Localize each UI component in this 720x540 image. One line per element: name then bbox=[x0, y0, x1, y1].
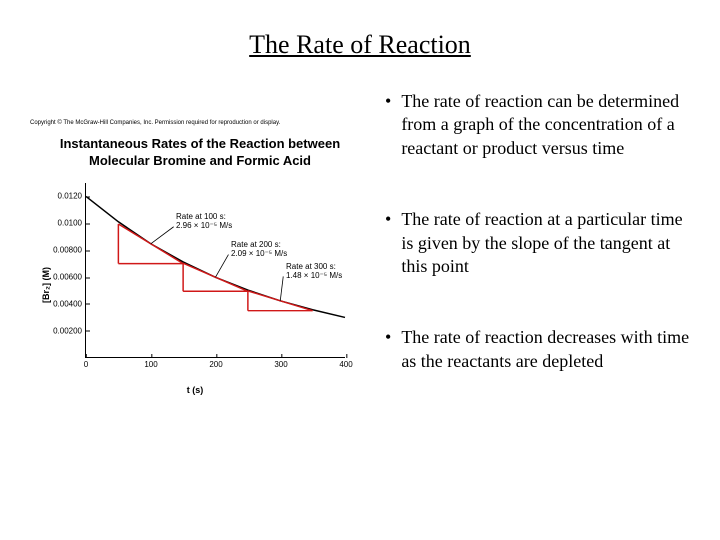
rate-annotation: Rate at 300 s:1.48 × 10⁻⁵ M/s bbox=[286, 263, 342, 281]
y-axis-label: [Br₂] (M) bbox=[41, 267, 51, 303]
page-title: The Rate of Reaction bbox=[30, 30, 690, 60]
rate-annotation: Rate at 100 s:2.96 × 10⁻⁵ M/s bbox=[176, 213, 232, 231]
leader-line bbox=[151, 227, 174, 244]
y-tick-label: 0.0100 bbox=[58, 219, 86, 228]
x-axis-label: t (s) bbox=[187, 385, 204, 395]
y-tick-label: 0.00600 bbox=[53, 273, 86, 282]
bullet-item: • The rate of reaction can be determined… bbox=[385, 90, 690, 160]
y-tick-label: 0.00400 bbox=[53, 299, 86, 308]
leader-line bbox=[216, 254, 229, 277]
bullet-dot-icon: • bbox=[385, 326, 391, 373]
x-tick-label: 200 bbox=[209, 357, 222, 369]
bullet-dot-icon: • bbox=[385, 208, 391, 278]
chart-area: [Br₂] (M) t (s) 0.002000.004000.006000.0… bbox=[30, 178, 360, 393]
bullet-dot-icon: • bbox=[385, 90, 391, 160]
chart-title-line1: Instantaneous Rates of the Reaction betw… bbox=[60, 136, 340, 151]
x-tick-label: 0 bbox=[84, 357, 88, 369]
bullet-text: The rate of reaction at a particular tim… bbox=[401, 208, 690, 278]
x-tick-label: 300 bbox=[274, 357, 287, 369]
chart-title-line2: Molecular Bromine and Formic Acid bbox=[89, 153, 311, 168]
plot-region: 0.002000.004000.006000.008000.01000.0120… bbox=[85, 183, 345, 358]
bullet-text: The rate of reaction decreases with time… bbox=[401, 326, 690, 373]
copyright-text: Copyright © The McGraw-Hill Companies, I… bbox=[30, 120, 370, 126]
chart-column: Copyright © The McGraw-Hill Companies, I… bbox=[30, 90, 370, 421]
slide-container: The Rate of Reaction Copyright © The McG… bbox=[0, 0, 720, 540]
bullet-item: • The rate of reaction at a particular t… bbox=[385, 208, 690, 278]
y-tick-label: 0.00800 bbox=[53, 246, 86, 255]
content-row: Copyright © The McGraw-Hill Companies, I… bbox=[30, 90, 690, 421]
leader-line bbox=[280, 276, 283, 300]
bullet-text: The rate of reaction can be determined f… bbox=[401, 90, 690, 160]
rate-annotation: Rate at 200 s:2.09 × 10⁻⁵ M/s bbox=[231, 241, 287, 259]
bullets-column: • The rate of reaction can be determined… bbox=[385, 90, 690, 421]
y-tick-label: 0.00200 bbox=[53, 326, 86, 335]
bullet-item: • The rate of reaction decreases with ti… bbox=[385, 326, 690, 373]
chart-title: Instantaneous Rates of the Reaction betw… bbox=[30, 136, 370, 170]
x-tick-label: 400 bbox=[339, 357, 352, 369]
y-tick-label: 0.0120 bbox=[58, 192, 86, 201]
x-tick-label: 100 bbox=[144, 357, 157, 369]
